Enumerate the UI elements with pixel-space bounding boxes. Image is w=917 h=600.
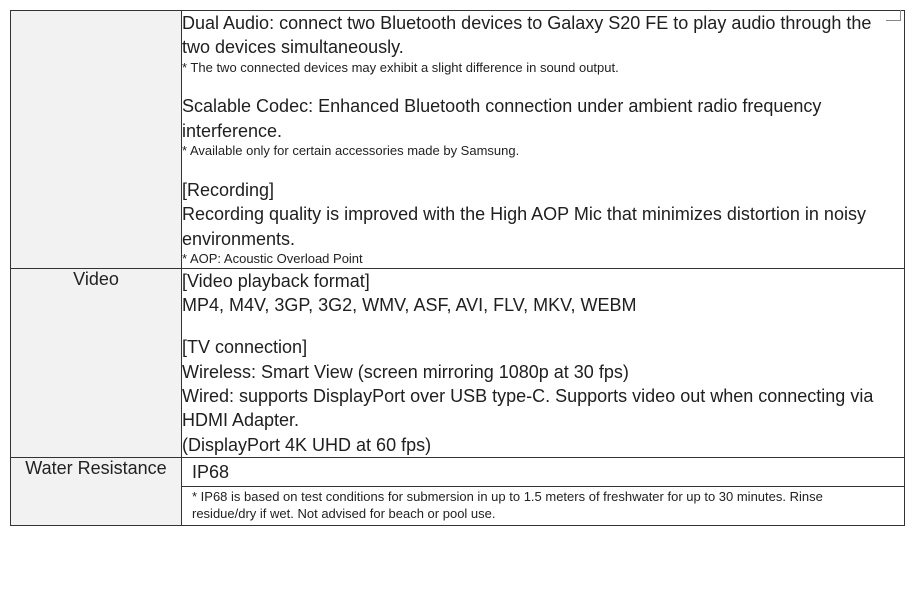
row-label-audio — [11, 11, 182, 269]
tv-line2: Wired: supports DisplayPort over USB typ… — [182, 384, 904, 433]
row-content-audio: Dual Audio: connect two Bluetooth device… — [182, 11, 905, 269]
recording-heading: [Recording] — [182, 178, 904, 202]
table-row: Video [Video playback format] MP4, M4V, … — [11, 268, 905, 457]
video-playback-heading: [Video playback format] — [182, 269, 904, 293]
feature-video-playback: [Video playback format] MP4, M4V, 3GP, 3… — [182, 269, 904, 318]
tv-line1: Wireless: Smart View (screen mirroring 1… — [182, 360, 904, 384]
dual-audio-footnote: * The two connected devices may exhibit … — [182, 60, 904, 77]
tv-line3: (DisplayPort 4K UHD at 60 fps) — [182, 433, 904, 457]
feature-recording: [Recording] Recording quality is improve… — [182, 178, 904, 268]
tv-heading: [TV connection] — [182, 335, 904, 359]
water-footnote-line1: * IP68 is based on test conditions for s… — [192, 489, 894, 506]
table-row: Dual Audio: connect two Bluetooth device… — [11, 11, 905, 269]
video-playback-text: MP4, M4V, 3GP, 3G2, WMV, ASF, AVI, FLV, … — [182, 293, 904, 317]
recording-footnote: * AOP: Acoustic Overload Point — [182, 251, 904, 268]
row-content-water-value: IP68 — [182, 457, 905, 486]
feature-tv-connection: [TV connection] Wireless: Smart View (sc… — [182, 335, 904, 456]
scalable-codec-text: Scalable Codec: Enhanced Bluetooth conne… — [182, 94, 904, 143]
page-corner-mark — [886, 10, 901, 21]
water-value: IP68 — [192, 462, 229, 482]
feature-scalable-codec: Scalable Codec: Enhanced Bluetooth conne… — [182, 94, 904, 159]
scalable-codec-footnote: * Available only for certain accessories… — [182, 143, 904, 160]
row-label-water: Water Resistance — [11, 457, 182, 525]
recording-text: Recording quality is improved with the H… — [182, 202, 904, 251]
row-content-water-footnote: * IP68 is based on test conditions for s… — [182, 487, 905, 526]
feature-dual-audio: Dual Audio: connect two Bluetooth device… — [182, 11, 904, 76]
dual-audio-text: Dual Audio: connect two Bluetooth device… — [182, 11, 904, 60]
row-label-video: Video — [11, 268, 182, 457]
table-row: Water Resistance IP68 — [11, 457, 905, 486]
row-content-video: [Video playback format] MP4, M4V, 3GP, 3… — [182, 268, 905, 457]
spec-table: Dual Audio: connect two Bluetooth device… — [10, 10, 905, 526]
water-footnote-line2: residue/dry if wet. Not advised for beac… — [192, 506, 894, 523]
